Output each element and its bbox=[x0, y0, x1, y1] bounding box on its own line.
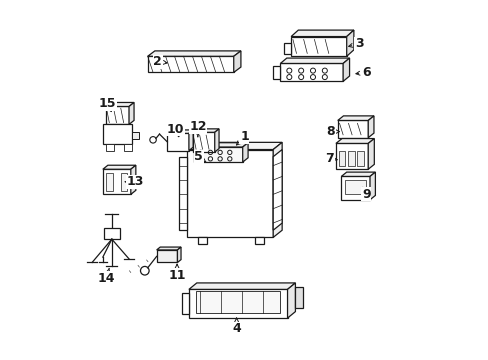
Polygon shape bbox=[194, 147, 242, 162]
Polygon shape bbox=[194, 143, 247, 147]
Text: 5: 5 bbox=[194, 150, 205, 163]
Polygon shape bbox=[147, 56, 233, 72]
Polygon shape bbox=[280, 58, 349, 63]
Polygon shape bbox=[335, 143, 367, 169]
Polygon shape bbox=[242, 143, 247, 162]
Polygon shape bbox=[167, 134, 188, 150]
Polygon shape bbox=[273, 142, 282, 237]
Polygon shape bbox=[337, 121, 367, 138]
Text: 8: 8 bbox=[325, 125, 339, 138]
Text: 12: 12 bbox=[189, 121, 206, 137]
Bar bbox=[357, 152, 363, 166]
Text: 2: 2 bbox=[153, 55, 167, 68]
Text: 7: 7 bbox=[325, 152, 337, 165]
Polygon shape bbox=[132, 132, 139, 139]
Polygon shape bbox=[369, 172, 375, 200]
Polygon shape bbox=[341, 172, 375, 176]
Text: 13: 13 bbox=[125, 175, 143, 188]
Polygon shape bbox=[102, 125, 132, 144]
Polygon shape bbox=[343, 58, 349, 81]
Polygon shape bbox=[102, 165, 136, 169]
Polygon shape bbox=[214, 129, 219, 152]
Polygon shape bbox=[198, 237, 206, 244]
Polygon shape bbox=[187, 142, 282, 149]
Polygon shape bbox=[341, 176, 369, 200]
Polygon shape bbox=[367, 139, 373, 169]
Polygon shape bbox=[147, 51, 241, 56]
Bar bbox=[347, 152, 354, 166]
Polygon shape bbox=[192, 129, 219, 132]
Polygon shape bbox=[290, 30, 353, 37]
Polygon shape bbox=[188, 130, 193, 150]
Text: 3: 3 bbox=[348, 37, 363, 50]
Bar bbox=[121, 173, 127, 191]
Polygon shape bbox=[129, 103, 134, 125]
Polygon shape bbox=[280, 63, 343, 81]
Polygon shape bbox=[102, 169, 131, 194]
Polygon shape bbox=[105, 103, 134, 107]
Bar bbox=[338, 152, 345, 166]
Polygon shape bbox=[192, 132, 214, 152]
Polygon shape bbox=[290, 37, 346, 56]
Text: 6: 6 bbox=[355, 66, 370, 79]
Polygon shape bbox=[131, 165, 136, 194]
Polygon shape bbox=[188, 289, 287, 318]
Polygon shape bbox=[255, 237, 264, 244]
Bar bbox=[104, 228, 120, 239]
Text: 15: 15 bbox=[99, 98, 116, 112]
Polygon shape bbox=[367, 116, 373, 138]
Text: 1: 1 bbox=[236, 130, 248, 145]
Polygon shape bbox=[167, 130, 193, 134]
Text: 14: 14 bbox=[98, 269, 115, 285]
Polygon shape bbox=[196, 291, 280, 313]
Polygon shape bbox=[187, 149, 273, 237]
Polygon shape bbox=[179, 157, 187, 230]
Polygon shape bbox=[335, 139, 373, 143]
Polygon shape bbox=[177, 247, 181, 262]
Text: 4: 4 bbox=[232, 318, 241, 335]
Bar bbox=[106, 144, 114, 150]
Text: 10: 10 bbox=[166, 122, 184, 137]
Polygon shape bbox=[105, 107, 129, 125]
Text: 9: 9 bbox=[362, 187, 370, 201]
Polygon shape bbox=[156, 247, 181, 250]
Text: 11: 11 bbox=[168, 264, 185, 282]
Bar bbox=[106, 173, 113, 191]
Polygon shape bbox=[273, 149, 282, 230]
Polygon shape bbox=[156, 250, 177, 262]
Bar bbox=[124, 144, 132, 150]
Polygon shape bbox=[273, 66, 280, 79]
Polygon shape bbox=[346, 30, 353, 56]
Polygon shape bbox=[233, 51, 241, 72]
Polygon shape bbox=[182, 293, 188, 315]
Bar bbox=[284, 42, 290, 54]
Polygon shape bbox=[188, 283, 295, 289]
Polygon shape bbox=[295, 287, 302, 308]
Polygon shape bbox=[287, 283, 295, 318]
Polygon shape bbox=[337, 116, 373, 121]
Bar bbox=[344, 180, 366, 194]
